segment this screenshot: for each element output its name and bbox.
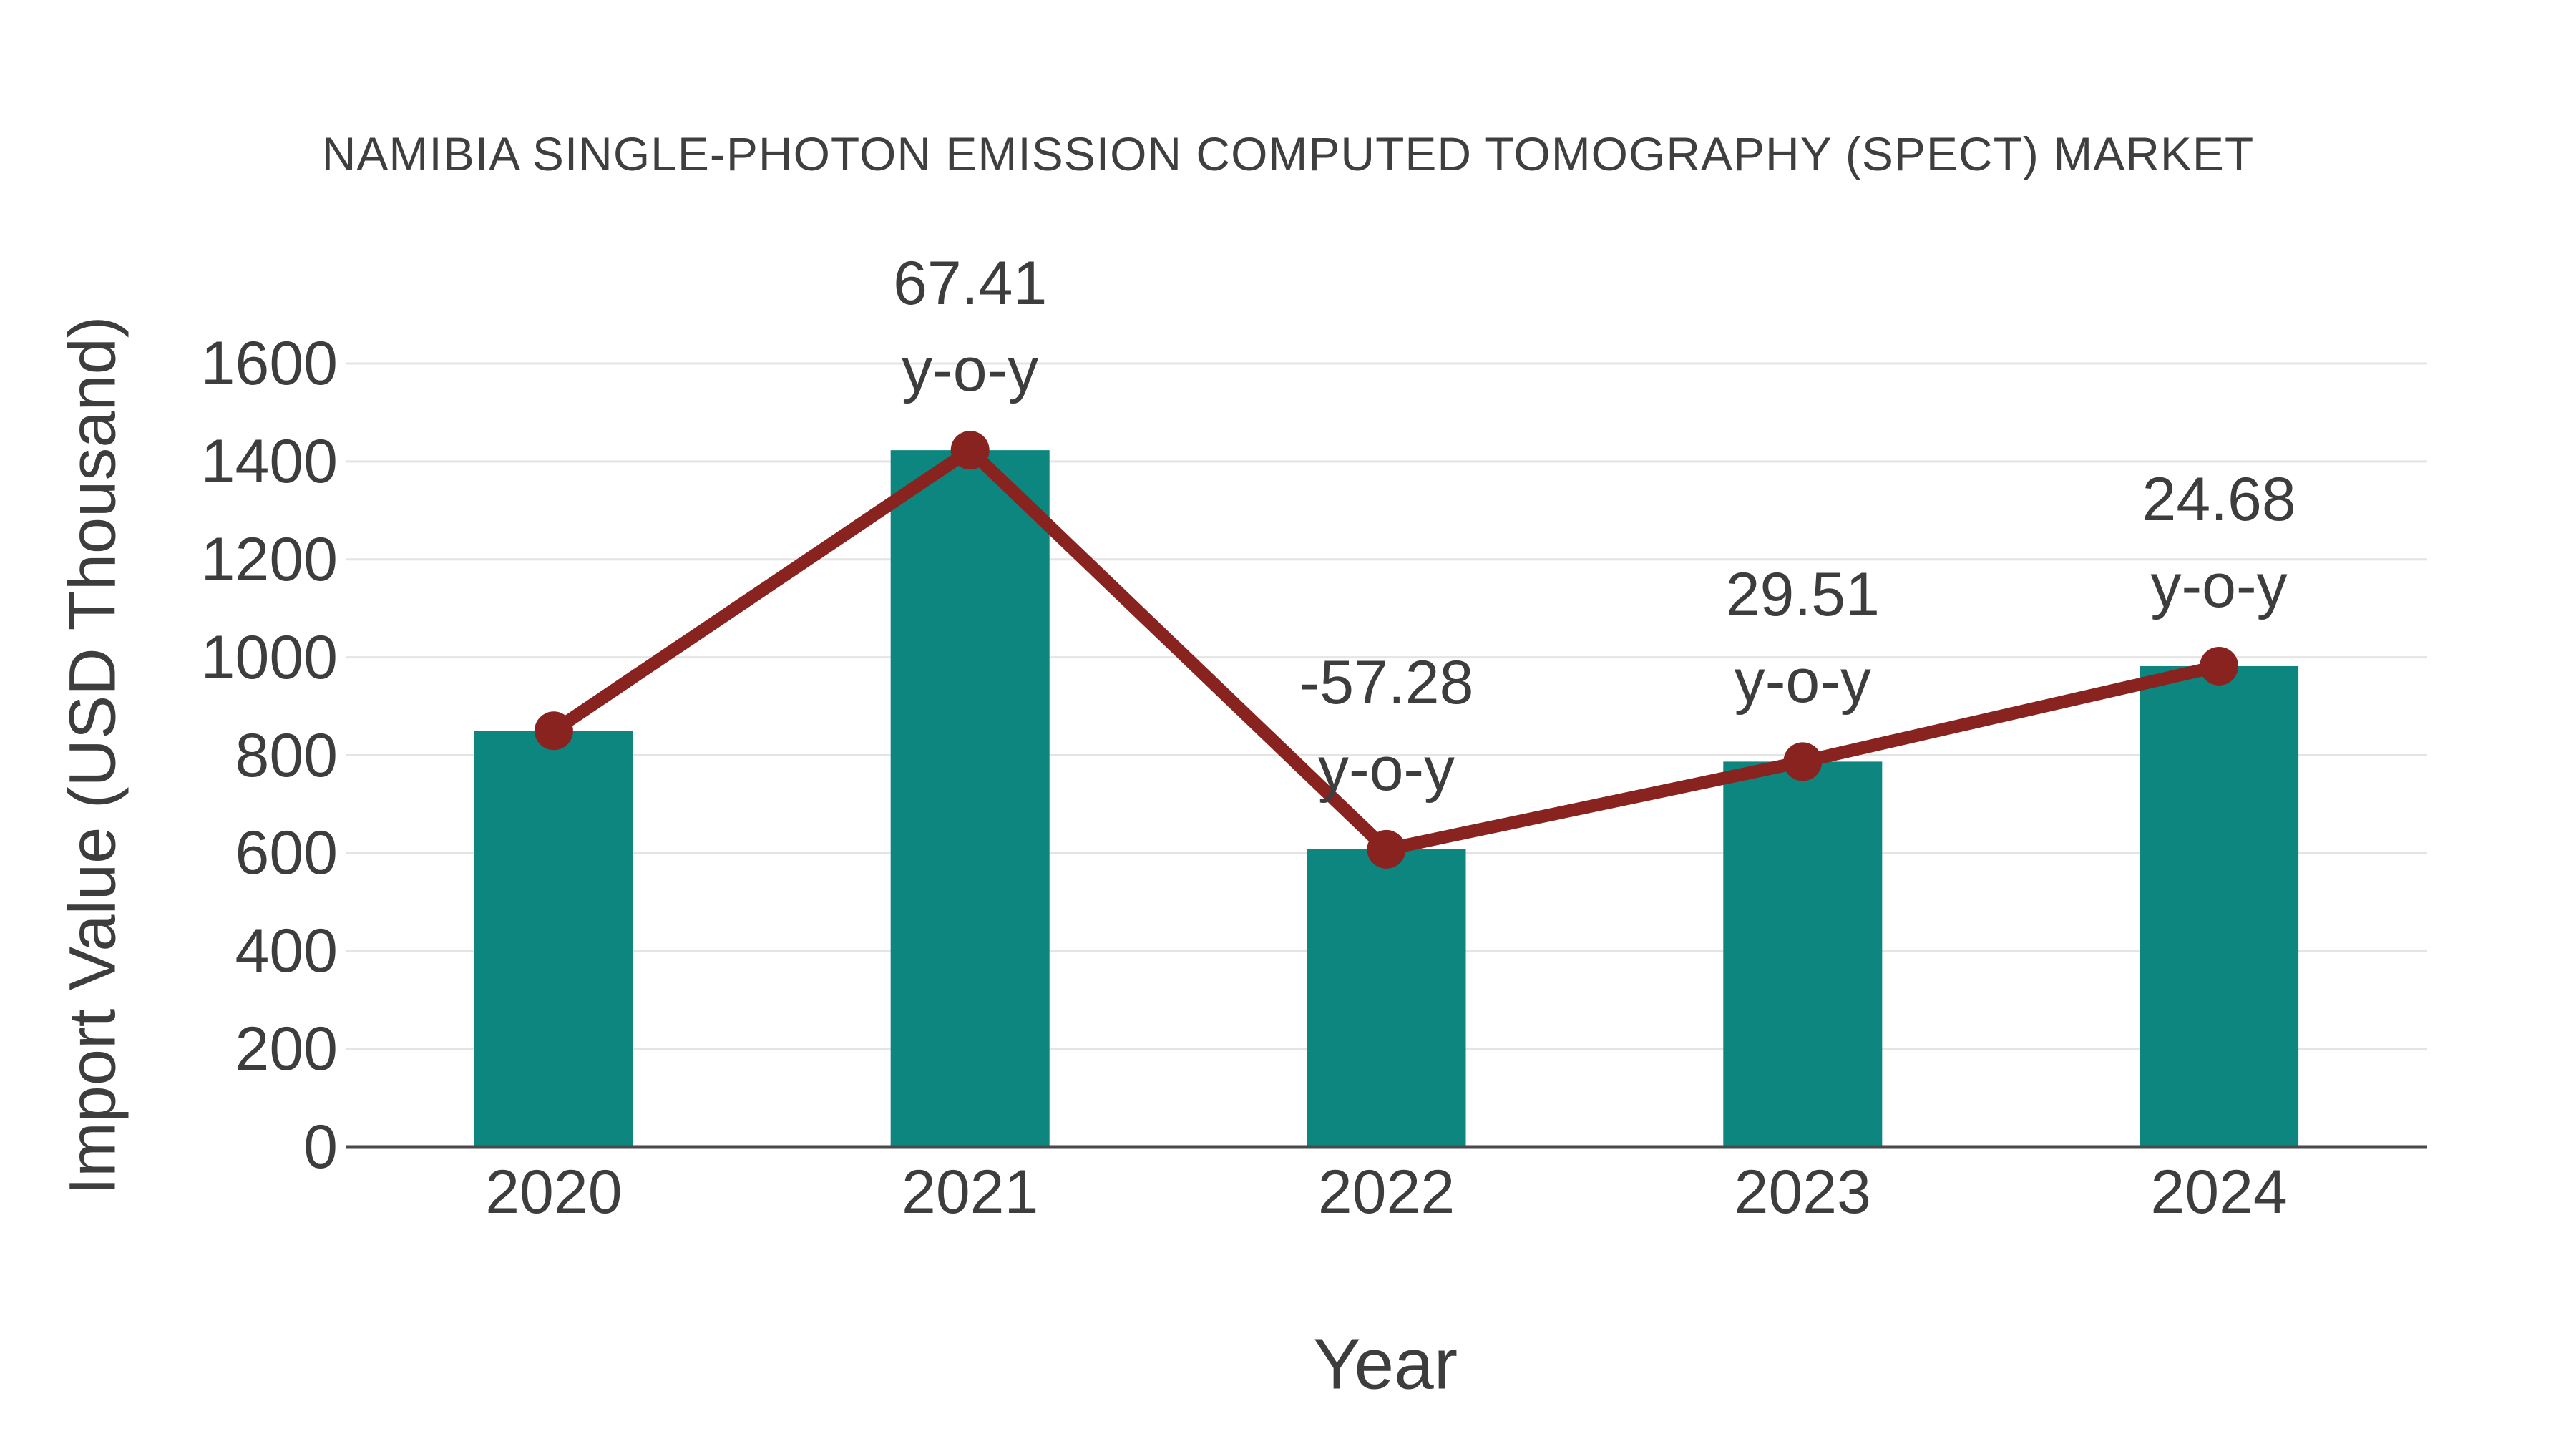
x-tick-label-2021: 2021 bbox=[902, 1158, 1039, 1226]
y-tick-label-1600: 1600 bbox=[200, 329, 338, 398]
annotation-value-2023: 29.51 bbox=[1725, 560, 1880, 630]
x-tick-label-2023: 2023 bbox=[1734, 1158, 1871, 1226]
annotation-suffix-2022: y-o-y bbox=[1317, 734, 1455, 804]
y-tick-label-0: 0 bbox=[303, 1113, 338, 1181]
annotation-value-2021: 67.41 bbox=[893, 249, 1048, 318]
chart-title: NAMIBIA SINGLE-PHOTON EMISSION COMPUTED … bbox=[321, 127, 2255, 180]
x-axis-title: Year bbox=[1312, 1324, 1458, 1405]
annotation-suffix-2024: y-o-y bbox=[2150, 551, 2288, 620]
x-tick-label-2022: 2022 bbox=[1317, 1158, 1455, 1226]
y-tick-label-200: 200 bbox=[235, 1015, 338, 1084]
bar-2023 bbox=[1723, 761, 1883, 1147]
x-tick-label-2020: 2020 bbox=[485, 1158, 623, 1226]
annotation-suffix-2021: y-o-y bbox=[902, 336, 1039, 405]
marker-2020 bbox=[534, 711, 573, 751]
y-tick-label-1400: 1400 bbox=[200, 426, 338, 496]
bar-2021 bbox=[890, 450, 1050, 1147]
marker-2021 bbox=[950, 431, 990, 470]
bar-2020 bbox=[474, 731, 633, 1147]
y-tick-label-800: 800 bbox=[235, 721, 338, 790]
y-tick-label-1000: 1000 bbox=[200, 623, 338, 692]
marker-2024 bbox=[2200, 646, 2239, 686]
marker-2023 bbox=[1783, 742, 1823, 781]
y-tick-label-1200: 1200 bbox=[200, 525, 338, 594]
annotation-suffix-2023: y-o-y bbox=[1734, 647, 1871, 716]
bar-2022 bbox=[1307, 849, 1466, 1147]
y-tick-label-400: 400 bbox=[235, 917, 338, 986]
annotation-value-2022: -57.28 bbox=[1299, 648, 1474, 717]
y-tick-label-600: 600 bbox=[235, 819, 338, 888]
x-tick-label-2024: 2024 bbox=[2150, 1158, 2288, 1226]
bar-2024 bbox=[2140, 665, 2299, 1147]
marker-2022 bbox=[1367, 829, 1406, 869]
annotation-value-2024: 24.68 bbox=[2142, 464, 2296, 534]
